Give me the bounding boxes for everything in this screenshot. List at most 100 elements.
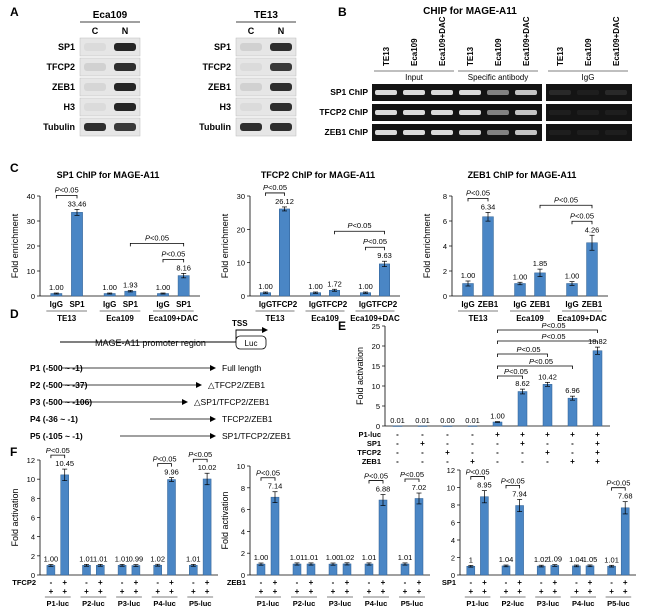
sig-bracket [539,204,593,209]
sign-mark: + [205,578,210,587]
blot-cell-label: TE13 [254,10,278,21]
sign-mark: - [421,430,424,439]
chip-band [577,130,599,135]
y-tick-label: 10 [27,475,35,484]
sig-label: P<0.05 [145,233,169,242]
data-label: 0.01 [390,416,405,425]
chip-title: CHIP for MAGE-A11 [423,6,517,17]
bar [607,565,616,576]
sign-mark: + [495,430,500,439]
sign-mark: + [98,578,103,587]
sig-label: P<0.05 [570,211,594,220]
group-label: P5-luc [401,599,424,608]
data-label: 6.34 [481,202,496,211]
y-tick-label: 20 [372,342,380,351]
blot-strip [235,97,297,117]
chart-c-1: SP1 ChIP for MAGE-A11 0 10 20 30 40 Fold enric… [10,170,200,323]
data-label: 26.12 [275,197,294,206]
blot-strip [79,97,141,117]
sign-mark: + [62,578,67,587]
y-tick-label: 4 [31,533,35,542]
group-label: Eca109 [106,314,134,323]
bar [364,563,374,576]
tss-arrowhead [262,327,268,333]
blot-band [240,43,262,51]
sig-bracket [470,476,485,480]
sign-mark: + [345,587,350,596]
sig-bracket [260,477,276,481]
panel-b: B CHIP for MAGE-A11 TE13 Eca109 Eca109+DAC TE… [319,5,632,141]
blot-band [270,63,292,71]
data-label: 1.00 [565,272,580,281]
bar [328,563,338,576]
sig-label: P<0.05 [606,479,630,488]
chip-gel-strip [546,124,632,141]
sig-label: P<0.05 [400,470,424,479]
sign-mark: - [469,578,472,587]
bar [256,563,266,576]
bar [400,563,410,576]
panel-letter-e: E [338,319,346,333]
chip-band [375,130,397,135]
sign-mark: - [85,578,88,587]
sig-bracket [334,230,385,235]
group-label: P2-luc [502,599,525,608]
group-label: P5-luc [607,599,630,608]
y-tick-label: 40 [27,192,35,201]
chip-band [515,130,537,135]
bar [567,397,578,427]
data-label: 1.01 [398,553,413,562]
y-tick-label: 0 [31,571,35,580]
sign-mark: + [84,587,89,596]
data-label: 1.02 [150,554,165,563]
group-label: TE13 [57,314,77,323]
sig-bracket [611,487,626,491]
blot-strip [235,57,297,77]
category-label: IgG [565,300,578,309]
chip-band [549,110,571,115]
chip-lane-label: TE13 [382,46,391,66]
sign-mark: + [588,587,593,596]
sig-label: P<0.05 [542,321,566,330]
tss-label: TSS [232,319,248,328]
data-label: 9.96 [164,468,179,477]
chip-band [375,90,397,95]
data-label: 0.99 [129,555,144,564]
bar [96,565,105,576]
blot-band [84,83,106,91]
blot-lane-label: N [278,26,285,36]
bar [586,242,598,297]
sign-mark: - [505,578,508,587]
sign-mark: + [309,587,314,596]
category-label: ZEB1 [582,300,603,309]
construct-desc: △SP1/TFCP2/ZEB1 [194,397,270,407]
blot-cell-label: Eca109 [93,10,128,21]
data-label: 7.94 [512,489,527,498]
blot-strip [79,37,141,57]
blot-band [240,123,262,131]
y-tick-label: 0 [443,292,447,301]
blot-row-label: TFCP2 [46,62,75,72]
category-label: IgG [50,300,63,309]
sign-mark: + [517,578,522,587]
chip-lane-label: Eca109+DAC [612,16,621,66]
sign-mark: + [49,587,54,596]
sign-mark: - [471,439,474,448]
bar [585,565,595,576]
blot-strip [235,117,297,137]
sign-mark: + [134,578,139,587]
chip-row-label: SP1 ChIP [330,87,368,97]
blot-lane-label: C [248,26,255,36]
blot-strip [235,37,297,57]
sign-mark: + [588,578,593,587]
group-label: P1-luc [47,599,70,608]
category-label: TFCP2 [272,300,298,309]
sign-mark: + [470,457,475,466]
sig-bracket [55,194,78,199]
sign-mark: - [156,578,159,587]
chip-gel-strip [372,124,542,141]
y-axis-label: Fold enrichment [422,213,432,278]
sig-bracket [497,353,548,357]
